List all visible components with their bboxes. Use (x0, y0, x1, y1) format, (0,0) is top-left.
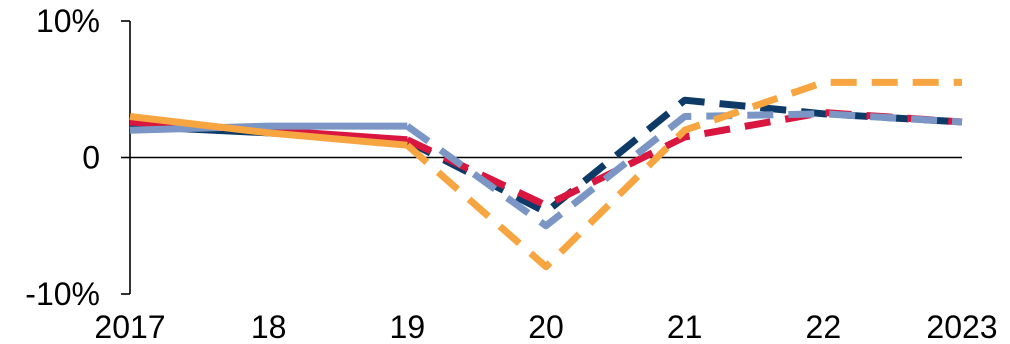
series-4-solid-line (129, 113, 408, 149)
x-tick-label: 2023 (926, 309, 997, 344)
x-tick-label: 18 (251, 309, 287, 344)
x-tick-label: 20 (528, 309, 564, 344)
series-3-solid-line (129, 122, 408, 134)
x-tick-label: 22 (806, 309, 842, 344)
x-tick-label: 19 (390, 309, 426, 344)
series-group (129, 78, 963, 271)
series-4-dashed-line (404, 78, 962, 271)
chart-axes (129, 21, 962, 294)
x-tick-group: 2017 18 19 20 21 22 2023 (94, 309, 997, 344)
y-tick-label: 0 (82, 140, 100, 176)
x-tick-label: 21 (667, 309, 703, 344)
y-tick-group: 10% 0 -10% (25, 3, 130, 312)
series-2-dashed-line (405, 109, 963, 209)
x-tick-label: 2017 (94, 309, 165, 344)
series-3-dashed-line (405, 110, 963, 230)
y-tick-label: -10% (25, 276, 100, 312)
y-tick-label: 10% (36, 3, 100, 39)
series-1-dashed-line (405, 96, 963, 216)
